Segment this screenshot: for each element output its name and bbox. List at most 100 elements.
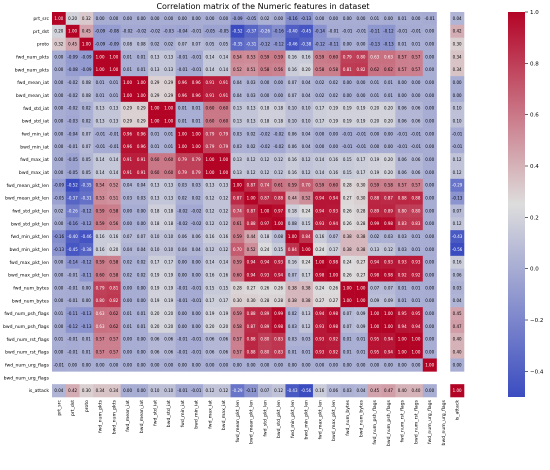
cell-value-label: 0.20	[68, 16, 77, 21]
cell-value-label: 0.00	[425, 234, 434, 239]
heatmap-cell	[312, 268, 327, 282]
heatmap-cell	[106, 63, 121, 77]
cell-value-label: 0.26	[343, 208, 352, 213]
cell-value-label: 0.93	[315, 337, 324, 342]
cell-value-label: 0.01	[384, 93, 393, 98]
heatmap-cell	[450, 166, 465, 180]
heatmap-cell	[189, 332, 204, 346]
cell-value-label: 0.04	[302, 144, 311, 149]
cell-value-label: -0.02	[273, 144, 284, 149]
heatmap-cell	[271, 140, 286, 154]
heatmap-cell	[216, 332, 231, 346]
cell-value-label: 0.79	[178, 170, 187, 175]
cell-value-label: 0.58	[329, 67, 338, 72]
cell-value-label: 0.06	[398, 106, 407, 111]
heatmap-cell	[203, 178, 218, 192]
heatmap-cell	[189, 294, 204, 308]
heatmap-cell	[326, 217, 341, 231]
heatmap-cell	[120, 204, 135, 218]
heatmap-cell	[299, 345, 314, 359]
heatmap-cell	[312, 358, 327, 372]
cell-value-label: 0.18	[274, 106, 283, 111]
heatmap-cell	[175, 217, 190, 231]
heatmap-cell	[367, 281, 382, 295]
cell-value-label: -0.31	[81, 195, 92, 200]
heatmap-cell	[340, 50, 355, 64]
heatmap-cell	[52, 114, 67, 128]
heatmap-cell	[79, 307, 94, 321]
cell-value-label: 0.29	[123, 118, 132, 123]
heatmap-cell	[216, 345, 231, 359]
heatmap-cell	[367, 204, 382, 218]
heatmap-cell	[422, 89, 437, 103]
heatmap-cell	[395, 217, 410, 231]
cell-value-label: 0.57	[398, 183, 407, 188]
heatmap-cell	[106, 50, 121, 64]
heatmap-cell	[189, 384, 204, 398]
cell-value-label: 0.15	[219, 285, 228, 290]
cell-value-label: -0.02	[177, 208, 188, 213]
cell-value-label: 0.20	[302, 67, 311, 72]
cell-value-label: 0.00	[123, 337, 132, 342]
heatmap-cell	[354, 345, 369, 359]
heatmap-cell	[161, 50, 176, 64]
cell-value-label: -0.01	[356, 144, 367, 149]
heatmap-cell	[312, 140, 327, 154]
heatmap-cell	[134, 114, 149, 128]
heatmap-cell	[230, 332, 245, 346]
cell-value-label: 0.00	[384, 144, 393, 149]
heatmap-cell	[230, 384, 245, 398]
cell-value-label: 0.00	[425, 29, 434, 34]
heatmap-cell	[409, 89, 424, 103]
heatmap-cell	[106, 294, 121, 308]
heatmap-cell	[161, 294, 176, 308]
cell-value-label: 0.00	[137, 349, 146, 354]
heatmap-cell	[326, 255, 341, 269]
heatmap-cell	[203, 204, 218, 218]
cell-value-label: 1.00	[137, 93, 146, 98]
heatmap-cell	[203, 294, 218, 308]
heatmap-cell	[244, 50, 259, 64]
cell-value-label: 0.12	[205, 247, 214, 252]
cell-value-label: 0.00	[109, 16, 118, 21]
cell-value-label: 0.00	[96, 362, 105, 367]
heatmap-cell	[52, 178, 67, 192]
cell-value-label: 0.88	[247, 221, 256, 226]
cell-value-label: 1.00	[109, 54, 118, 59]
heatmap-cell	[409, 101, 424, 115]
cell-value-label: 0.79	[96, 285, 105, 290]
heatmap-cell	[340, 243, 355, 257]
heatmap-cell	[189, 63, 204, 77]
cell-value-label: -0.46	[287, 41, 298, 46]
cell-value-label: 0.56	[109, 221, 118, 226]
cell-value-label: 0.19	[164, 298, 173, 303]
heatmap-cell	[203, 153, 218, 167]
cell-value-label: 0.02	[151, 41, 160, 46]
heatmap-cell	[161, 63, 176, 77]
cell-value-label: 0.14	[315, 170, 324, 175]
heatmap-cell	[312, 24, 327, 38]
heatmap-cell	[450, 345, 465, 359]
cell-value-label: 0.02	[123, 272, 132, 277]
heatmap-cell	[230, 307, 245, 321]
cell-value-label: 0.00	[370, 362, 379, 367]
heatmap-cell	[409, 358, 424, 372]
cell-value-label: 0.00	[192, 324, 201, 329]
heatmap-cell	[216, 217, 231, 231]
heatmap-cell	[106, 281, 121, 295]
cell-value-label: 0.06	[411, 157, 420, 162]
cell-value-label: 0.14	[109, 170, 118, 175]
heatmap-cell	[134, 332, 149, 346]
cell-value-label: -0.56	[452, 247, 463, 252]
heatmap-cell	[175, 230, 190, 244]
cell-value-label: 0.94	[329, 221, 338, 226]
heatmap-cell	[367, 384, 382, 398]
heatmap-cell	[189, 24, 204, 38]
heatmap-cell	[354, 12, 369, 26]
heatmap-cell	[65, 127, 80, 141]
heatmap-cell	[285, 140, 300, 154]
cell-value-label: -0.01	[177, 349, 188, 354]
cell-value-label: 0.00	[123, 285, 132, 290]
cell-value-label: -0.16	[54, 234, 65, 239]
cell-value-label: 0.70	[302, 183, 311, 188]
